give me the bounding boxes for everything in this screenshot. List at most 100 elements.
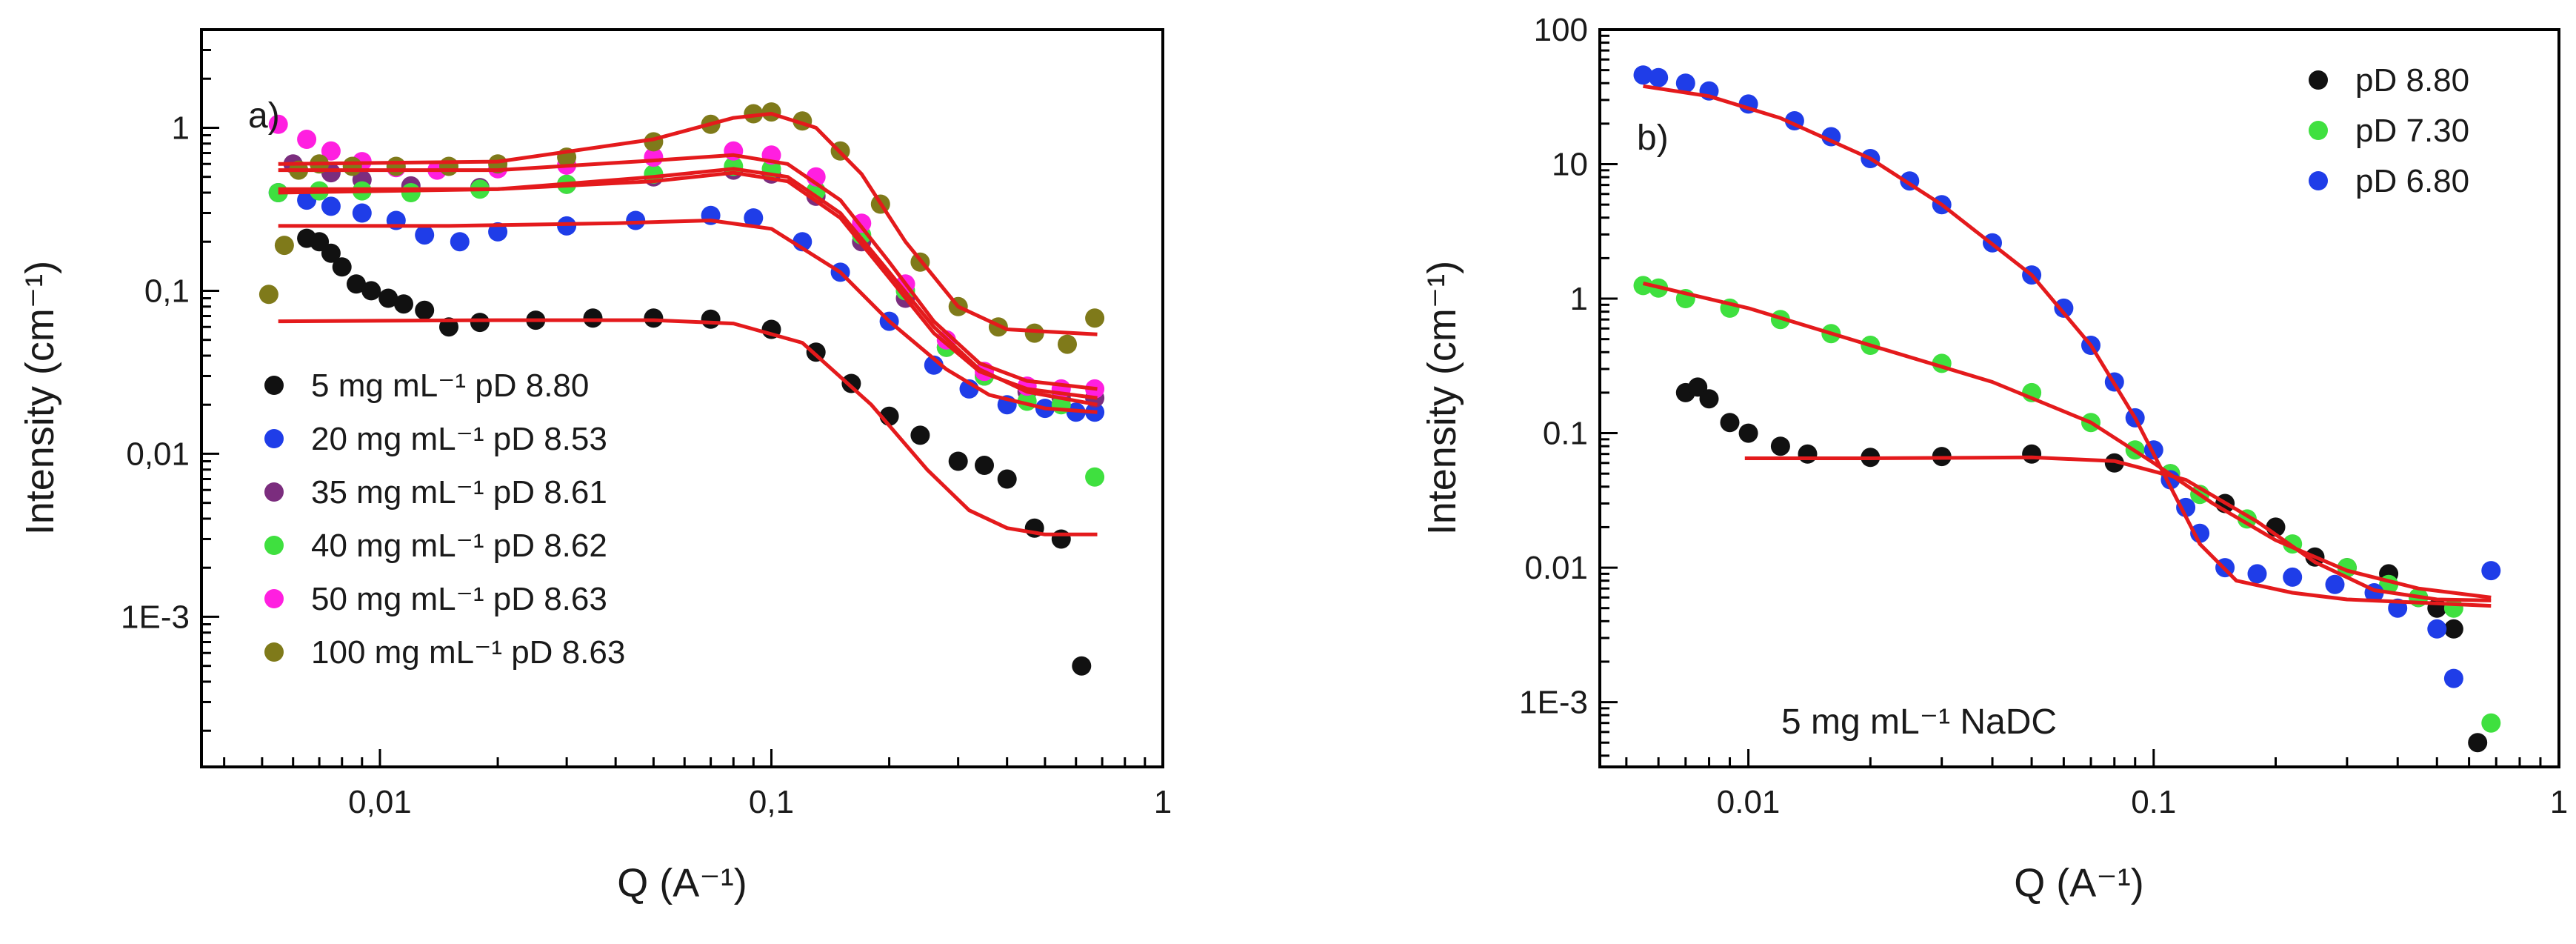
legend-marker-2	[264, 482, 284, 502]
data-point-s5-6	[439, 156, 458, 176]
data-point-s0-20	[948, 451, 968, 471]
x-tick-label-2: 1	[1154, 784, 1172, 820]
data-point-s0-22	[997, 469, 1017, 489]
panel-b-ticks: 0.01 0.1 1 1E-3 0.01 0.1 1 10 100	[1519, 12, 2568, 820]
x-tick-label-1: 0.1	[2131, 784, 2176, 820]
data-point-s2-26	[2427, 619, 2447, 639]
data-point-s1-19	[2481, 713, 2501, 733]
data-point-s2-1	[1649, 67, 1669, 87]
data-point-s5-5	[386, 156, 406, 176]
data-point-s0-3	[1720, 413, 1740, 433]
data-point-s0-10	[2104, 453, 2124, 473]
data-point-s2-0	[1633, 65, 1653, 85]
x-tick-label-0: 0.01	[1717, 784, 1781, 820]
data-point-s1-2	[321, 196, 341, 216]
data-point-s0-6	[1798, 444, 1818, 464]
legend-marker-5	[264, 642, 284, 662]
data-point-s4-0	[268, 114, 288, 134]
legend-marker-0	[2309, 70, 2328, 90]
fit-line-s0	[1744, 455, 2492, 602]
data-point-s0-7	[394, 294, 413, 314]
legend-label-0: 5 mg mL⁻¹ pD 8.80	[311, 368, 589, 404]
data-point-s1-11	[744, 208, 764, 228]
data-point-s0-2	[321, 243, 341, 263]
legend-marker-3	[264, 536, 284, 555]
data-point-s5-0	[258, 285, 278, 305]
data-point-s0-19	[2443, 619, 2463, 639]
data-point-s3-16	[1085, 467, 1105, 487]
data-point-s0-5	[361, 281, 381, 301]
legend-label-0: pD 8.80	[2355, 62, 2469, 99]
legend-label-1: pD 7.30	[2355, 113, 2469, 149]
legend-label-2: pD 6.80	[2355, 163, 2469, 199]
data-point-s5-20	[1058, 334, 1077, 354]
y-tick-label-1: 0.01	[1524, 550, 1588, 586]
panel-b-marks	[1633, 65, 2501, 753]
fit-line-s0	[278, 318, 1098, 536]
data-point-s2-23	[2325, 574, 2345, 594]
data-point-s2-28	[2481, 561, 2501, 581]
data-point-s4-1	[297, 130, 317, 149]
panel-b-y-axis-title: Intensity (cm⁻¹)	[1420, 261, 1464, 536]
legend-marker-0	[264, 376, 284, 395]
legend-label-2: 35 mg mL⁻¹ pD 8.61	[311, 474, 607, 511]
panel-a-ticks: 0,01 0,1 1 1E-3 0,01 0,1 1	[121, 28, 1172, 820]
data-point-s2-12	[2054, 298, 2074, 318]
x-tick-label-1: 0,1	[749, 784, 794, 820]
panel-b-label: b)	[1637, 119, 1669, 158]
data-point-s0-14	[701, 309, 721, 329]
data-point-s3-3	[401, 183, 421, 202]
fit-line-s5	[278, 112, 1098, 336]
data-point-s2-18	[2176, 497, 2196, 517]
panel-a-legend: 5 mg mL⁻¹ pD 8.80 20 mg mL⁻¹ pD 8.53 35 mg…	[264, 368, 625, 671]
panel-a-x-axis-title: Q (A⁻¹)	[617, 861, 747, 905]
data-point-s0-21	[975, 456, 994, 475]
data-point-s5-11	[744, 104, 764, 124]
panel-b-plot-frame	[1598, 28, 2560, 768]
panel-a-y-axis-title: Intensity (cm⁻¹)	[18, 261, 62, 536]
data-point-s1-9	[626, 210, 646, 230]
data-point-s0-5	[1770, 436, 1790, 456]
legend-marker-4	[264, 589, 284, 608]
data-point-s0-10	[470, 313, 490, 333]
data-point-s5-19	[1024, 323, 1044, 343]
y-tick-label-5: 100	[1534, 12, 1588, 48]
y-tick-label-1: 0,01	[126, 436, 190, 472]
data-point-s5-21	[1085, 308, 1105, 328]
y-tick-label-0: 1E-3	[121, 599, 190, 635]
panel-b-annotation: 5 mg mL⁻¹ NaDC	[1781, 702, 2057, 742]
data-point-s0-24	[1051, 529, 1071, 549]
y-tick-label-2: 0.1	[1543, 416, 1588, 452]
data-point-s0-9	[2022, 444, 2042, 464]
data-point-s0-17	[841, 373, 861, 393]
legend-label-3: 40 mg mL⁻¹ pD 8.62	[311, 528, 607, 564]
data-point-s0-19	[910, 425, 930, 445]
panel-a-label: a)	[248, 96, 280, 136]
legend-marker-1	[264, 429, 284, 448]
y-tick-label-3: 1	[172, 110, 190, 146]
legend-marker-1	[2309, 121, 2328, 140]
data-point-s0-25	[1072, 656, 1092, 676]
data-point-s1-6	[450, 232, 470, 252]
legend-label-1: 20 mg mL⁻¹ pD 8.53	[311, 421, 607, 457]
data-point-s1-5	[415, 225, 435, 245]
fit-line-s1	[1642, 281, 2492, 599]
panel-b-x-axis-title: Q (A⁻¹)	[2014, 861, 2143, 905]
data-point-s0-6	[378, 288, 398, 308]
data-point-s0-20	[2468, 733, 2488, 753]
data-point-s1-15	[924, 355, 944, 375]
panel-a-intensity-vs-q: 0,01 0,1 1 1E-3 0,01 0,1 1 a) Q (A⁻¹) Intensit…	[18, 28, 1172, 905]
data-point-s0-8	[415, 300, 435, 320]
fit-line-s3	[278, 167, 1098, 407]
y-tick-label-0: 1E-3	[1519, 685, 1588, 721]
panel-b-intensity-vs-q: 0.01 0.1 1 1E-3 0.01 0.1 1 10 100 b) 5 mg mL⁻¹ N…	[1420, 12, 2568, 905]
x-tick-label-2: 1	[2550, 784, 2568, 820]
data-point-s2-21	[2247, 564, 2267, 584]
data-point-s0-4	[1738, 423, 1758, 443]
data-point-s0-12	[583, 308, 603, 328]
fit-line-s2	[1643, 84, 2492, 608]
data-point-s1-0	[1633, 276, 1653, 296]
legend-label-4: 50 mg mL⁻¹ pD 8.63	[311, 581, 607, 617]
panel-b-legend: pD 8.80 pD 7.30 pD 6.80	[2309, 62, 2469, 199]
y-tick-label-4: 10	[1552, 147, 1588, 183]
